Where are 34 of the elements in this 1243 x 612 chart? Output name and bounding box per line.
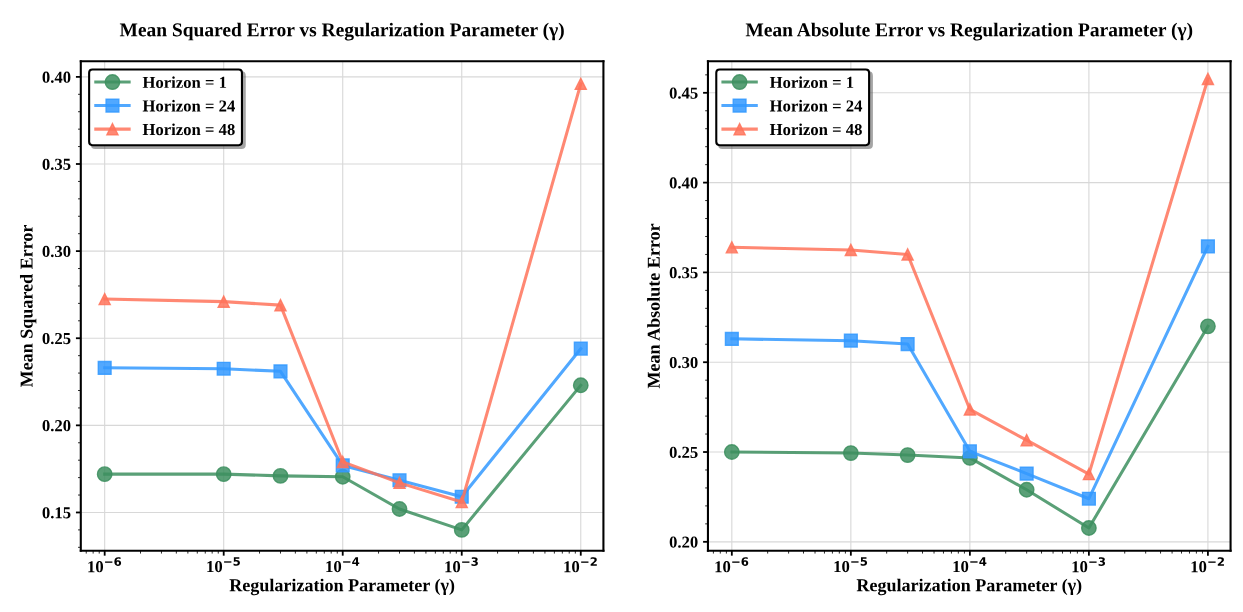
x-tick-label: 10$^{−6}$ (88, 557, 122, 573)
x-tick-label: 10$^{−4}$ (953, 557, 987, 573)
x-axis-title: Regularization Parameter (γ) (229, 578, 455, 596)
x-tick-label: 10$^{−3}$ (445, 557, 478, 573)
x-tick-label: 10$^{−5}$ (207, 557, 240, 573)
x-tick-label: 10$^{−6}$ (715, 557, 749, 573)
x-axis-title: Regularization Parameter (γ) (856, 578, 1082, 596)
y-tick-label: 0.15 (42, 507, 71, 519)
y-tick-label: 0.35 (669, 267, 698, 279)
legend-label: Horizon = 48 (142, 123, 235, 136)
y-tick-label: 0.40 (669, 177, 698, 189)
legend-label: Horizon = 1 (142, 76, 227, 89)
y-tick-label: 0.25 (669, 446, 698, 459)
legend-label: Horizon = 1 (769, 76, 854, 89)
y-axis-title: Mean Absolute Error (647, 223, 660, 389)
legend-label: Horizon = 48 (769, 123, 862, 136)
x-tick-label: 10$^{−4}$ (326, 557, 360, 573)
x-tick-label: 10$^{−2}$ (564, 557, 597, 573)
y-axis-title: Mean Squared Error (19, 224, 37, 388)
y-tick-label: 0.30 (669, 356, 698, 369)
x-tick-label: 10$^{−3}$ (1072, 557, 1106, 573)
y-tick-label: 0.35 (42, 158, 71, 171)
y-tick-label: 0.20 (669, 536, 698, 548)
y-tick-label: 0.20 (42, 420, 71, 432)
y-tick-label: 0.30 (42, 245, 71, 258)
x-tick-label: 10$^{−5}$ (834, 557, 868, 573)
chart-title: Mean Squared Error vs Regularization Parameter (γ) (119, 22, 564, 41)
chart-title: Mean Absolute Error vs Regularization Parameter (γ) (745, 22, 1193, 41)
x-tick-label: 10$^{−2}$ (1191, 557, 1224, 573)
legend-label: Horizon = 24 (142, 99, 235, 112)
y-tick-label: 0.40 (42, 71, 71, 83)
legend-label: Horizon = 24 (769, 99, 863, 112)
y-tick-label: 0.25 (42, 332, 71, 345)
y-tick-label: 0.45 (669, 87, 698, 99)
